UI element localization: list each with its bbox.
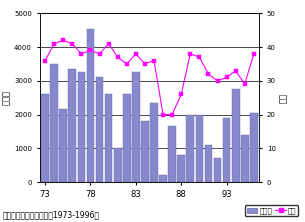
Bar: [205, 145, 212, 182]
種数: [143, 63, 147, 65]
種数: [198, 56, 201, 59]
種数: [52, 42, 56, 45]
Bar: [150, 103, 158, 182]
Legend: 放鳥数, 種数: 放鳥数, 種数: [245, 206, 299, 216]
Bar: [87, 28, 94, 182]
種数: [152, 59, 156, 62]
種数: [98, 52, 101, 55]
Bar: [123, 94, 131, 182]
Bar: [59, 109, 67, 182]
種数: [116, 56, 120, 59]
種数: [252, 52, 256, 55]
Bar: [96, 77, 103, 182]
Bar: [50, 64, 58, 182]
Bar: [196, 115, 203, 182]
種数: [188, 52, 192, 55]
Bar: [214, 159, 221, 182]
種数: [179, 93, 183, 96]
種数: [234, 69, 238, 72]
Bar: [68, 69, 76, 182]
Bar: [41, 94, 49, 182]
Bar: [186, 115, 194, 182]
種数: [125, 63, 129, 65]
Bar: [105, 94, 113, 182]
Y-axis label: 種数: 種数: [279, 93, 288, 103]
Bar: [177, 155, 185, 182]
種数: [225, 76, 228, 79]
種数: [134, 52, 138, 55]
種数: [107, 42, 110, 45]
種数: [80, 52, 83, 55]
Y-axis label: 放鳥数: 放鳥数: [2, 90, 11, 105]
Bar: [241, 135, 249, 182]
Bar: [250, 113, 258, 182]
Bar: [168, 126, 176, 182]
Bar: [159, 175, 167, 182]
種数: [243, 83, 246, 85]
種数: [216, 79, 219, 82]
種数: [206, 73, 210, 75]
Line: 種数: 種数: [43, 38, 256, 117]
Bar: [141, 121, 149, 182]
種数: [70, 42, 74, 45]
種数: [61, 39, 65, 42]
Bar: [232, 89, 239, 182]
種数: [89, 49, 92, 52]
Bar: [114, 148, 122, 182]
Bar: [223, 118, 231, 182]
種数: [161, 113, 165, 116]
種数: [43, 59, 47, 62]
Text: 織田山の放鳥数と種数（1973-1996）: 織田山の放鳥数と種数（1973-1996）: [3, 211, 100, 220]
Bar: [132, 72, 140, 182]
種数: [170, 113, 174, 116]
Bar: [77, 72, 85, 182]
